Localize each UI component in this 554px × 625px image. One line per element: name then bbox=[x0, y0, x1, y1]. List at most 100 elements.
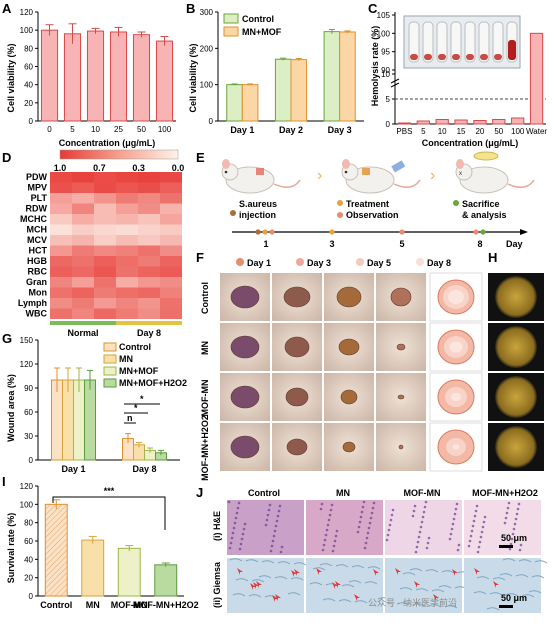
he-nucleus bbox=[426, 541, 430, 545]
he-nucleus bbox=[470, 529, 474, 533]
axis-break-mark-top bbox=[390, 78, 400, 84]
i-xtick-label: MN bbox=[86, 600, 100, 610]
he-nucleus bbox=[229, 541, 233, 545]
he-nucleus bbox=[365, 536, 369, 540]
he-nucleus bbox=[265, 518, 269, 522]
heatmap-cell bbox=[138, 256, 160, 267]
he-nucleus bbox=[370, 511, 374, 515]
col-label-control: Control bbox=[248, 488, 280, 498]
heatmap-cell bbox=[94, 214, 116, 225]
panel-i-bars bbox=[44, 499, 178, 597]
giemsa-fiber bbox=[444, 605, 458, 609]
giemsa-fiber bbox=[476, 576, 490, 580]
step-dot-2a bbox=[337, 200, 343, 206]
tube bbox=[478, 21, 490, 63]
b-xtick-label: Day 2 bbox=[279, 125, 303, 135]
wound-lesion bbox=[342, 441, 356, 453]
he-nucleus bbox=[240, 537, 244, 541]
he-nucleus bbox=[233, 521, 237, 525]
c-bar bbox=[529, 32, 544, 125]
heatmap-cell bbox=[94, 235, 116, 246]
a-bar bbox=[155, 40, 174, 122]
heatmap-cell bbox=[116, 277, 138, 288]
row-label-mofmn: MOF-MN bbox=[200, 380, 210, 417]
mouse-icon-3: x bbox=[455, 151, 535, 194]
c-xtick-label: 100 bbox=[511, 127, 525, 136]
giemsa-fiber bbox=[505, 593, 519, 597]
scalebar-1 bbox=[499, 545, 513, 548]
a-bar bbox=[109, 31, 128, 122]
panel-d: D 1.0 0.7 0.3 0.0 PDWMPVPLTRDWMCHCMCHMCVHCT… bbox=[2, 149, 184, 338]
timeline-dot-d1-obs bbox=[269, 229, 275, 235]
i-bar bbox=[117, 547, 141, 597]
bacteria-arrow bbox=[493, 581, 499, 588]
timeline-dot-d3 bbox=[329, 229, 335, 235]
heatmap-row-label: Gran bbox=[26, 277, 47, 287]
he-nucleus bbox=[268, 503, 272, 507]
heatmap-cell bbox=[72, 193, 94, 204]
giemsa-fiber bbox=[229, 558, 243, 562]
giemsa-fiber bbox=[428, 604, 442, 608]
he-nucleus bbox=[418, 530, 422, 534]
legend-swatch-mnmof bbox=[223, 26, 239, 37]
he-nucleus bbox=[271, 539, 275, 543]
mouse-icon-1 bbox=[221, 159, 301, 194]
he-nucleus bbox=[323, 538, 327, 542]
he-nucleus bbox=[231, 531, 235, 535]
panel-c-ylabel: Hemolysis rate (%) bbox=[370, 26, 380, 107]
he-nucleus bbox=[232, 526, 236, 530]
tube-content bbox=[438, 54, 446, 60]
b-ytick-label: 0 bbox=[209, 117, 214, 126]
c-ytick-label: 105 bbox=[377, 11, 391, 20]
he-nucleus bbox=[483, 515, 487, 519]
col-label-mofmn: MOF-MN bbox=[404, 488, 441, 498]
he-nucleus bbox=[419, 525, 423, 529]
i-xtick-label: Control bbox=[40, 600, 72, 610]
bacteria-arrow bbox=[316, 568, 322, 575]
group-bar-day8 bbox=[116, 321, 182, 325]
timeline-tick-1: 1 bbox=[263, 239, 268, 249]
he-nucleus bbox=[269, 549, 273, 553]
scalebar-label-2: 50 μm bbox=[501, 593, 527, 603]
arrow-icon-2: › bbox=[430, 167, 435, 184]
heatmap-cell bbox=[50, 193, 72, 204]
he-nucleus bbox=[358, 520, 362, 524]
bacteria-arrow bbox=[395, 568, 401, 575]
panel-b-xticks: Day 1 Day 2 Day 3 bbox=[230, 125, 351, 135]
step-dot-2b bbox=[337, 212, 343, 218]
trace-day5 bbox=[449, 341, 463, 353]
he-nucleus bbox=[357, 525, 361, 529]
he-nucleus bbox=[453, 512, 457, 516]
b-bar bbox=[290, 59, 308, 122]
heatmap-row-label: RBC bbox=[28, 267, 48, 277]
colorbar-tick-label: 0.7 bbox=[93, 163, 106, 173]
he-nucleus bbox=[326, 523, 330, 527]
legend-swatch-g-mn bbox=[103, 354, 117, 364]
legend-day1: Day 1 bbox=[247, 258, 271, 268]
c-ytick-label: 90 bbox=[381, 66, 390, 75]
legend-g-control: Control bbox=[119, 342, 151, 352]
he-nucleus bbox=[364, 541, 368, 545]
c-xtick-label: PBS bbox=[396, 127, 412, 136]
heatmap-cell bbox=[94, 193, 116, 204]
c-ytick-label: 100 bbox=[377, 29, 391, 38]
he-nucleus bbox=[356, 530, 360, 534]
he-nucleus bbox=[388, 523, 392, 527]
heatmap-cell bbox=[116, 298, 138, 309]
i-xtick-label: MOF-MN bbox=[111, 600, 148, 610]
he-nucleus bbox=[474, 509, 478, 513]
a-xtick-label: 5 bbox=[70, 125, 75, 134]
heatmap-colorbar bbox=[59, 149, 179, 160]
b-xtick-label: Day 1 bbox=[230, 125, 254, 135]
heatmap-cell bbox=[50, 235, 72, 246]
heatmap-cell bbox=[72, 298, 94, 309]
a-ytick-label: 100 bbox=[20, 26, 34, 35]
giemsa-fiber bbox=[290, 577, 304, 581]
he-nucleus bbox=[413, 504, 417, 508]
agar-plate bbox=[495, 376, 537, 418]
heatmap-cell bbox=[94, 287, 116, 298]
he-nucleus bbox=[456, 548, 460, 552]
tube-content bbox=[466, 54, 474, 60]
